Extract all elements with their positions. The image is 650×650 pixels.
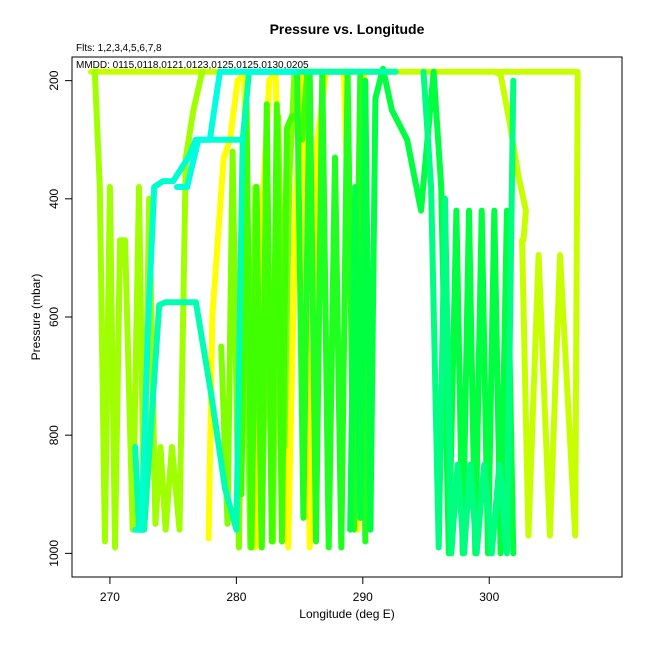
x-tick-label: 300: [479, 590, 499, 604]
y-axis: 200 400 600 800 1000: [47, 70, 72, 567]
series-6-line: [294, 68, 369, 551]
series-10-line: [132, 136, 246, 533]
y-tick-label: 800: [47, 425, 61, 445]
y-tick-label: 1000: [47, 540, 61, 567]
chart-subtitle: Flts: 1,2,3,4,5,6,7,8: [76, 43, 162, 54]
y-tick-label: 200: [47, 70, 61, 90]
x-tick-label: 290: [353, 590, 373, 604]
x-axis-label: Longitude (deg E): [299, 607, 394, 621]
series-11-line: [173, 68, 298, 190]
y-tick-label: 400: [47, 188, 61, 208]
series-7-line: [347, 65, 517, 557]
y-axis-label: Pressure (mbar): [29, 274, 43, 361]
x-tick-label: 280: [226, 590, 246, 604]
series-8-line: [420, 68, 517, 557]
x-tick-label: 270: [100, 590, 120, 604]
chart-annotation: MMDD: 0115,0118,0121,0123,0125,0125,0130…: [76, 60, 309, 71]
chart-title: Pressure vs. Longitude: [270, 21, 425, 37]
y-tick-label: 600: [47, 307, 61, 327]
series-layer: [88, 65, 581, 557]
x-axis: 270 280 290 300: [100, 577, 500, 604]
